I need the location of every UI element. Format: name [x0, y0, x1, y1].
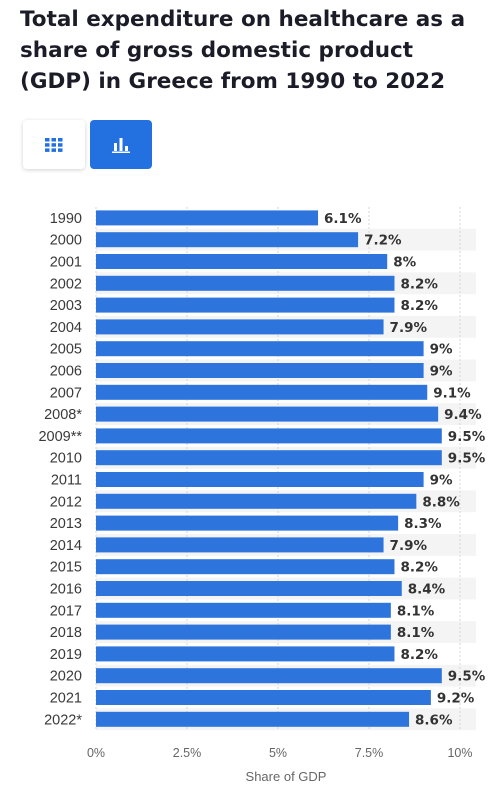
bar: [96, 624, 391, 640]
category-label: 2012: [50, 494, 82, 510]
category-label: 2022*: [44, 712, 82, 728]
value-label: 9%: [430, 364, 453, 380]
category-label: 2000: [50, 233, 82, 249]
x-tick-label: 10%: [447, 746, 472, 760]
value-label: 8.2%: [400, 298, 438, 314]
category-label: 2001: [50, 255, 82, 271]
value-label: 9.5%: [448, 429, 486, 445]
chart-title: Total expenditure on healthcare as a sha…: [20, 7, 466, 94]
bar: [96, 428, 442, 444]
value-label: 8%: [393, 255, 416, 271]
category-label: 2005: [50, 342, 82, 358]
category-label: 2016: [50, 582, 82, 598]
table-view-button[interactable]: [23, 120, 85, 169]
x-tick-label: 7.5%: [355, 746, 384, 760]
bar: [96, 602, 391, 618]
bar: [96, 384, 428, 400]
bar: [96, 493, 417, 509]
bar-chart-icon: [112, 137, 130, 153]
bar: [96, 711, 410, 727]
value-label: 8.2%: [400, 560, 438, 576]
bar: [96, 406, 439, 422]
value-label: 7.9%: [390, 538, 428, 554]
value-label: 9.5%: [448, 451, 486, 467]
category-label: 2006: [50, 364, 82, 380]
category-label: 2017: [50, 603, 82, 619]
bar: [96, 646, 395, 662]
value-label: 9%: [430, 473, 453, 489]
value-label: 8.2%: [400, 276, 438, 292]
category-labels: 1990 2000 2001 2002 2003 2004 2005 2006 2007 2008…: [38, 211, 82, 728]
bar: [96, 450, 442, 466]
value-label: 8.2%: [400, 647, 438, 663]
category-label: 2011: [51, 473, 82, 489]
value-label: 9.1%: [433, 385, 471, 401]
bar: [96, 581, 402, 596]
bar: [96, 515, 399, 531]
table-icon: [45, 137, 63, 152]
bar: [96, 559, 395, 575]
x-axis-title: Share of GDP: [246, 769, 327, 784]
value-label: 8.4%: [408, 582, 446, 598]
category-label: 2003: [50, 298, 82, 314]
bar: [96, 297, 395, 313]
category-label: 2014: [50, 538, 82, 554]
x-tick-label: 0%: [87, 746, 105, 760]
category-label: 2008*: [44, 407, 82, 423]
value-label: 7.2%: [364, 233, 402, 249]
bar: [96, 363, 424, 378]
category-label: 2018: [50, 625, 82, 641]
x-tick-label: 2.5%: [173, 746, 202, 760]
bars: [96, 210, 442, 727]
value-labels: 6.1%7.2%8%8.2%8.2%7.9%9%9%9.1%9.4%9.5%9.…: [324, 211, 486, 728]
category-label: 2019: [50, 647, 82, 663]
value-label: 8.8%: [422, 494, 460, 510]
bar: [96, 668, 442, 684]
category-label: 2009**: [38, 429, 82, 445]
value-label: 8.6%: [415, 712, 453, 728]
category-label: 2013: [50, 516, 82, 532]
category-label: 2010: [50, 451, 82, 467]
bar: [96, 210, 319, 226]
category-label: 2002: [50, 276, 82, 292]
category-label: 2020: [50, 669, 82, 685]
value-label: 6.1%: [324, 211, 362, 227]
bar: [96, 341, 424, 357]
bar: [96, 275, 395, 291]
bar: [96, 472, 424, 487]
bar-chart-view-button[interactable]: [90, 120, 152, 169]
value-label: 8.3%: [404, 516, 442, 532]
grid-lines: [95, 207, 461, 731]
bar: [96, 319, 384, 335]
x-tick-label: 5%: [269, 746, 287, 760]
value-label: 8.1%: [397, 625, 435, 641]
value-label: 7.9%: [390, 320, 428, 336]
category-label: 2021: [50, 691, 82, 707]
x-axis-ticks: 0% 2.5% 5% 7.5% 10%: [87, 746, 473, 760]
bar: [96, 690, 431, 705]
category-label: 2004: [50, 320, 82, 336]
value-label: 9%: [430, 342, 453, 358]
value-label: 9.2%: [437, 691, 475, 707]
bar: [96, 254, 388, 269]
value-label: 9.4%: [444, 407, 482, 423]
value-label: 8.1%: [397, 603, 435, 619]
bar: [96, 232, 359, 248]
category-label: 2007: [50, 385, 82, 401]
bar: [96, 537, 384, 553]
value-label: 9.5%: [448, 669, 486, 685]
category-label: 2015: [50, 560, 82, 576]
category-label: 1990: [50, 211, 82, 227]
